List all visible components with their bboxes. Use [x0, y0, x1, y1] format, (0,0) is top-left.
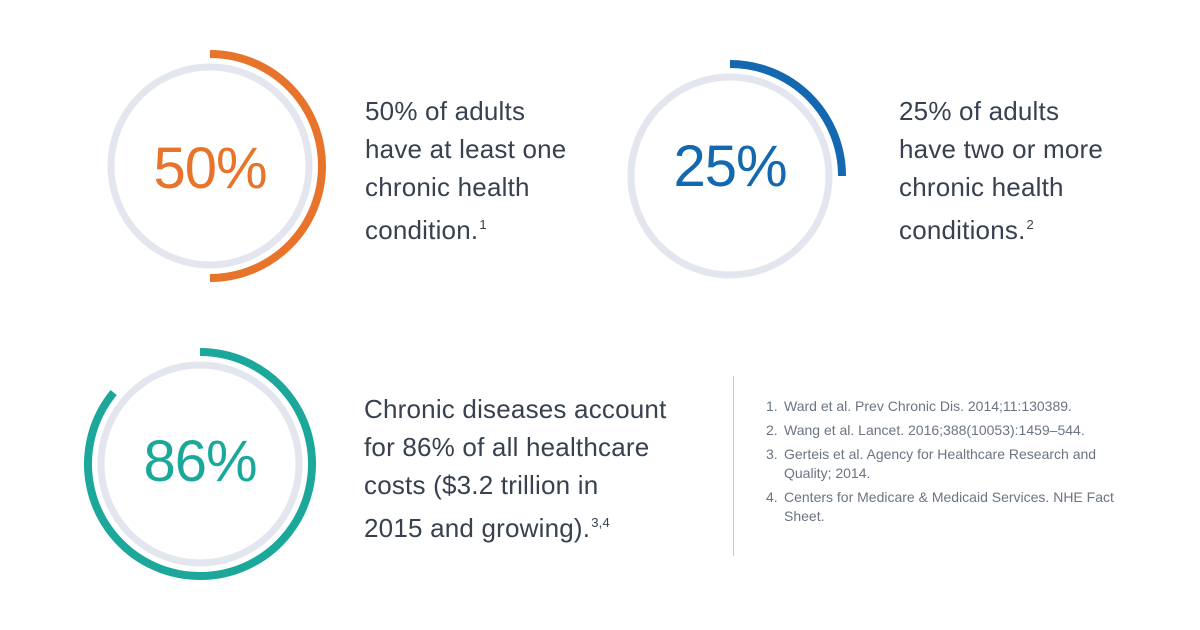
stat-line-text: condition.: [365, 215, 479, 245]
reference-text: Gerteis et al. Agency for Healthcare Res…: [784, 446, 1097, 481]
stat-line: 2015 and growing).3,4: [364, 504, 704, 547]
donut-arc: [209, 50, 326, 282]
stat-line: have two or more: [899, 134, 1104, 164]
reference-text: Ward et al. Prev Chronic Dis. 2014;11:13…: [784, 398, 1072, 414]
donut-track: [627, 73, 833, 279]
stat-line: condition.1: [365, 206, 625, 249]
stat-line: Chronic diseases account: [364, 394, 667, 424]
percent-label: 50%: [153, 136, 267, 201]
donut-track: [97, 361, 303, 567]
reference-number: 3.: [766, 446, 778, 462]
donut-chart-adults-two-conditions: [627, 60, 846, 279]
donut-track: [107, 63, 313, 269]
reference-item: 3. Gerteis et al. Agency for Healthcare …: [766, 445, 1126, 483]
stat-description: 50% of adults have at least one chronic …: [365, 92, 625, 249]
reference-number: 2.: [766, 422, 778, 438]
stat-description: Chronic diseases account for 86% of all …: [364, 390, 704, 547]
stat-description: 25% of adults have two or more chronic h…: [899, 92, 1159, 249]
stat-line: for 86% of all healthcare: [364, 432, 650, 462]
donut-chart-healthcare-costs: [84, 348, 316, 580]
percent-label: 25%: [673, 134, 787, 199]
reference-number: 4.: [766, 489, 778, 505]
footnote-marker: 2: [1026, 217, 1034, 232]
donut-arc: [729, 60, 846, 177]
stat-line: conditions.2: [899, 206, 1159, 249]
stat-line: have at least one: [365, 134, 567, 164]
stat-line-text: 2015 and growing).: [364, 513, 591, 543]
reference-item: 4. Centers for Medicare & Medicaid Servi…: [766, 488, 1126, 526]
stat-line: 50% of adults: [365, 96, 526, 126]
reference-item: 1. Ward et al. Prev Chronic Dis. 2014;11…: [766, 397, 1126, 416]
donut-chart-adults-one-condition: [107, 50, 326, 282]
donut-arc: [84, 348, 316, 580]
stat-line: costs ($3.2 trillion in: [364, 470, 599, 500]
reference-text: Centers for Medicare & Medicaid Services…: [784, 489, 1114, 524]
reference-item: 2. Wang et al. Lancet. 2016;388(10053):1…: [766, 421, 1126, 440]
references-list: 1. Ward et al. Prev Chronic Dis. 2014;11…: [766, 397, 1126, 531]
stat-line-text: conditions.: [899, 215, 1026, 245]
stat-line: 25% of adults: [899, 96, 1060, 126]
divider: [733, 376, 734, 556]
reference-number: 1.: [766, 398, 778, 414]
percent-label: 86%: [143, 429, 257, 494]
reference-text: Wang et al. Lancet. 2016;388(10053):1459…: [784, 422, 1085, 438]
stat-line: chronic health: [899, 172, 1064, 202]
footnote-marker: 3,4: [591, 515, 610, 530]
footnote-marker: 1: [479, 217, 487, 232]
stat-line: chronic health: [365, 172, 530, 202]
